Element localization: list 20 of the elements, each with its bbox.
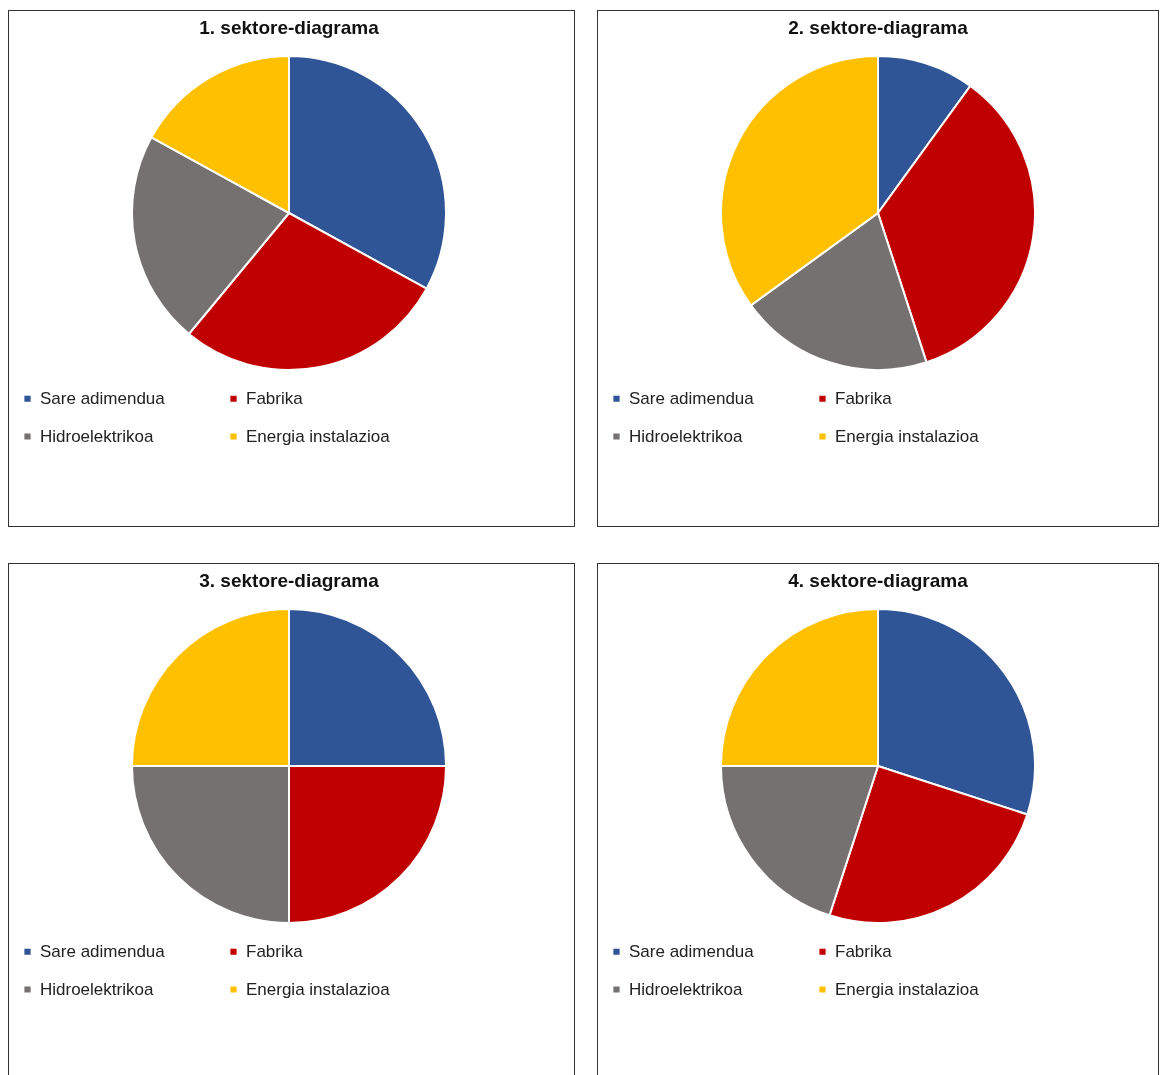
legend-label: Energia instalazioa — [835, 979, 980, 999]
legend-label: Hidroelektrikoa — [629, 426, 743, 446]
legend-label: Fabrika — [835, 941, 893, 961]
legend-label: Fabrika — [246, 941, 304, 961]
legend-label: Fabrika — [835, 388, 893, 408]
legend-label: Hidroelektrikoa — [40, 979, 154, 999]
legend-label: Fabrika — [246, 388, 304, 408]
legend-label: Hidroelektrikoa — [629, 979, 743, 999]
chart-title: 1. sektore-diagrama — [199, 17, 380, 38]
chart-title: 4. sektore-diagrama — [788, 570, 969, 591]
legend-label: Sare adimendua — [40, 388, 166, 408]
chart-title: 3. sektore-diagrama — [199, 570, 380, 591]
legend-label: Hidroelektrikoa — [40, 426, 154, 446]
legend-label: Energia instalazioa — [246, 426, 391, 446]
legend-label: Sare adimendua — [629, 941, 755, 961]
legend-label: Energia instalazioa — [246, 979, 391, 999]
chart-title: 2. sektore-diagrama — [788, 17, 969, 38]
legend-label: Sare adimendua — [40, 941, 166, 961]
legend-label: Energia instalazioa — [835, 426, 980, 446]
legend-label: Sare adimendua — [629, 388, 755, 408]
